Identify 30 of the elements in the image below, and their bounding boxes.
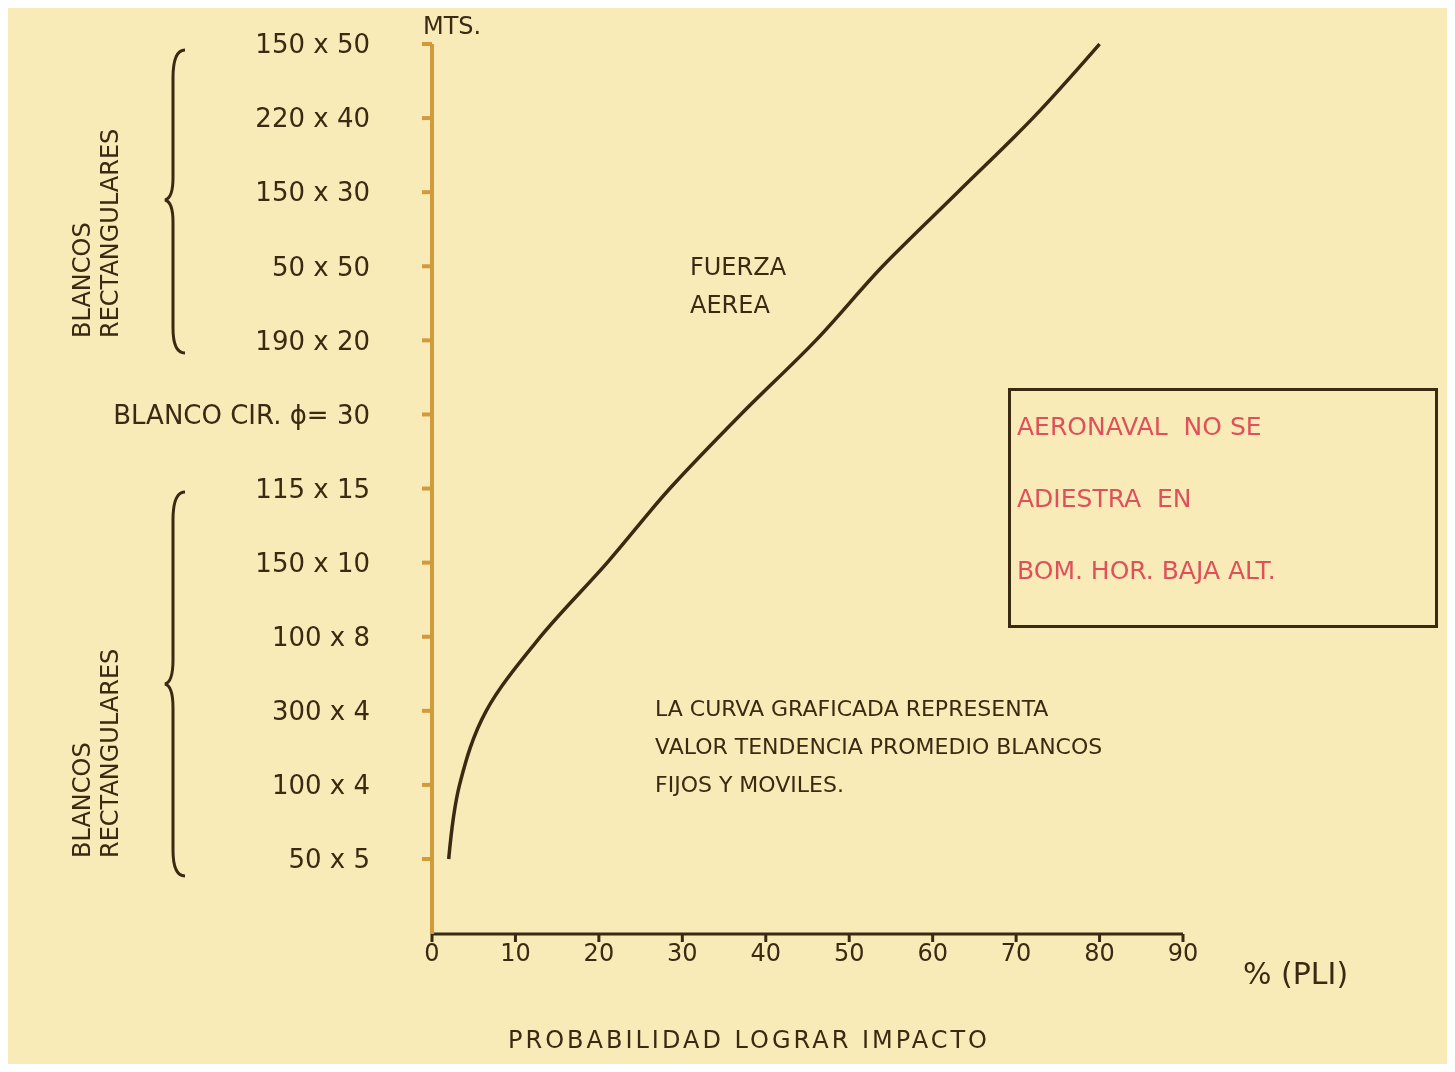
text: % (PLI) — [1243, 956, 1349, 991]
x-tick-label: 80 — [1084, 939, 1115, 968]
text: AERONAVAL NO SE ADIESTRA EN BOM. HOR. BAJA ALT. — [1017, 412, 1276, 585]
x-tick-label: 50 — [833, 939, 865, 968]
text: BLANCOS RECTANGULARES — [68, 647, 124, 858]
x-tick-label: 40 — [750, 939, 782, 968]
y-tick-label: 115 x 15 — [255, 473, 370, 504]
x-tick-label: 90 — [1167, 939, 1199, 968]
y-tick-label: 50 x 50 — [271, 251, 370, 282]
y-tick-label: 50 x 5 — [288, 844, 370, 875]
x-tick-label: 0 — [424, 939, 440, 968]
y-tick-label: 190 x 20 — [255, 325, 370, 356]
y-tick-label: 150 x 50 — [255, 29, 370, 60]
x-tick-label: 60 — [917, 939, 948, 968]
y-tick-label: 150 x 30 — [255, 177, 370, 208]
y-tick-label: BLANCO CIR. ϕ= 30 — [113, 399, 370, 430]
annotation: LA CURVA GRAFICADA REPRESENTA VALOR TENDENCIA PROMEDIO BLANCOS FIJOS Y MOVILES. — [655, 695, 1103, 799]
y-axis-title: MTS. — [423, 12, 482, 40]
x-tick-label: 10 — [500, 939, 531, 968]
x-axis-title: PROBABILIDAD LOGRAR IMPACTO — [508, 1026, 990, 1054]
series-label: FUERZA AEREA — [690, 252, 788, 321]
x-tick-label: 70 — [1000, 939, 1032, 968]
x-tick-label: 30 — [667, 939, 698, 968]
y-tick-label: 150 x 10 — [255, 547, 370, 578]
x-tick-label: 20 — [583, 939, 615, 968]
y-tick-label: 100 x 4 — [271, 770, 370, 801]
y-tick-label: 100 x 8 — [271, 621, 370, 652]
y-tick-label: 300 x 4 — [271, 696, 370, 727]
text: BLANCOS RECTANGULARES — [68, 127, 124, 338]
y-tick-label: 220 x 40 — [255, 103, 370, 134]
